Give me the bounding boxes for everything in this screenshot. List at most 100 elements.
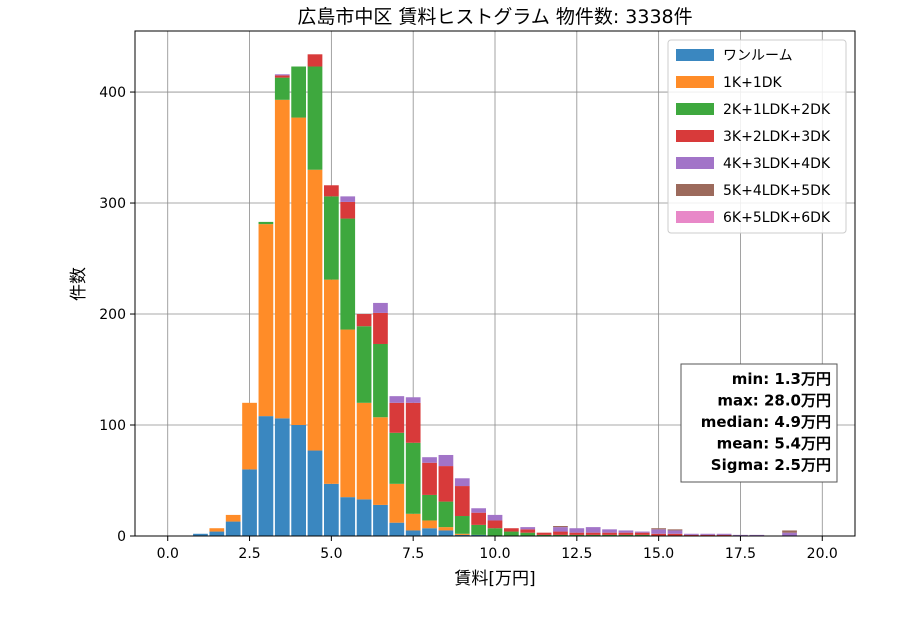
bar-segment (356, 326, 372, 403)
bar-segment (324, 483, 339, 536)
bar-segment (618, 532, 634, 535)
bar-segment (651, 533, 666, 536)
bar-segment (340, 201, 356, 219)
legend-label: 4K+3LDK+4DK (723, 156, 831, 172)
bar-segment (422, 457, 437, 463)
legend: ワンルーム 1K+1DK 2K+1LDK+2DK 3K+2LDK+3DK 4K+3LDK… (667, 39, 847, 234)
bar-segment (373, 504, 388, 536)
bar-segment (553, 534, 568, 536)
y-tick-label: 0 (117, 529, 126, 545)
bar-segment (274, 77, 290, 100)
legend-label: 5K+4LDK+5DK (723, 183, 831, 199)
bar-segment (291, 425, 306, 536)
x-tick-label: 17.5 (725, 546, 756, 562)
legend-swatch (676, 49, 714, 61)
bar-segment (340, 329, 356, 498)
legend-swatch (676, 184, 714, 196)
bar-segment (553, 531, 568, 535)
bar-segment (422, 462, 437, 495)
bar-segment (471, 524, 486, 535)
bar-segment (454, 516, 470, 534)
x-tick-label: 0.0 (157, 546, 179, 562)
bar-segment (405, 397, 421, 403)
bar-segment (438, 501, 454, 528)
bar-segment (536, 534, 552, 536)
bar-segment (340, 218, 356, 330)
bar-segment (356, 402, 372, 500)
bar-segment (242, 402, 257, 470)
bar-segment (487, 520, 503, 529)
bar-segment (569, 534, 585, 536)
bar-segment (242, 469, 257, 536)
x-tick-label: 5.0 (320, 546, 342, 562)
x-ticks: 0.0 2.5 5.0 7.5 10.0 12.5 15.0 17.5 20.0 (157, 536, 838, 562)
bar-segment (520, 527, 536, 530)
x-tick-label: 20.0 (807, 546, 838, 562)
bar-segment (520, 529, 536, 533)
bar-segment (585, 534, 601, 536)
bar-segment (782, 530, 797, 533)
bar-segment (307, 169, 323, 451)
bar-segment (618, 534, 634, 536)
bar-segment (667, 529, 683, 531)
stats-box: min: 1.3万円 max: 28.0万円 median: 4.9万円 mean: … (680, 363, 838, 483)
bar-segment (520, 532, 536, 536)
legend-swatch (676, 211, 714, 223)
bar-segment (209, 531, 225, 536)
x-tick-label: 10.0 (479, 546, 510, 562)
bar-segment (274, 74, 290, 76)
bar-segment (324, 196, 339, 280)
bar-segment (733, 534, 748, 536)
legend-swatch (676, 157, 714, 169)
bar-segment (356, 314, 372, 327)
bar-segment (225, 514, 241, 522)
stats-line: mean: 5.4万円 (717, 435, 831, 453)
bar-segment (307, 54, 323, 67)
bar-segment (536, 532, 552, 535)
bar-segment (454, 534, 470, 536)
bar-segment (356, 499, 372, 536)
y-tick-label: 200 (99, 307, 126, 323)
bar-segment (749, 534, 765, 536)
stats-line: median: 4.9万円 (701, 413, 831, 431)
bar-segment (389, 432, 405, 484)
bar-segment (422, 528, 437, 536)
bar-segment (716, 534, 732, 536)
bar-segment (504, 528, 519, 532)
bar-segment (651, 529, 666, 534)
bar-segment (553, 527, 568, 532)
bar-segment (618, 530, 634, 533)
bar-segment (716, 533, 732, 535)
bar-segment (700, 533, 716, 535)
bar-segment (405, 513, 421, 531)
legend-swatch (676, 103, 714, 115)
bar-segment (405, 402, 421, 443)
bar-segment (373, 417, 388, 505)
stats-line: Sigma: 2.5万円 (711, 456, 831, 474)
x-axis-label: 賃料[万円] (454, 569, 535, 589)
bar-segment (291, 66, 306, 118)
bar-segment (422, 520, 437, 529)
y-tick-label: 400 (99, 85, 126, 101)
bar-segment (389, 483, 405, 523)
bar-segment (667, 533, 683, 536)
bar-segment (569, 532, 585, 535)
bar-segment (487, 514, 503, 521)
bar-segment (569, 528, 585, 533)
bar-segment (438, 527, 454, 531)
y-tick-label: 300 (99, 196, 126, 212)
bar-segment (634, 534, 650, 536)
bar-segment (405, 442, 421, 514)
bar-segment (471, 512, 486, 525)
bar-segment (389, 522, 405, 536)
bar-segment (307, 450, 323, 536)
bar-segment (667, 530, 683, 534)
bar-segment (553, 526, 568, 528)
bar-segment (585, 532, 601, 535)
legend-label: 2K+1LDK+2DK (723, 102, 831, 118)
bar-segment (373, 343, 388, 418)
legend-label: 1K+1DK (723, 75, 783, 91)
bar-segment (438, 466, 454, 502)
bar-segment (602, 532, 617, 535)
x-tick-label: 2.5 (238, 546, 260, 562)
